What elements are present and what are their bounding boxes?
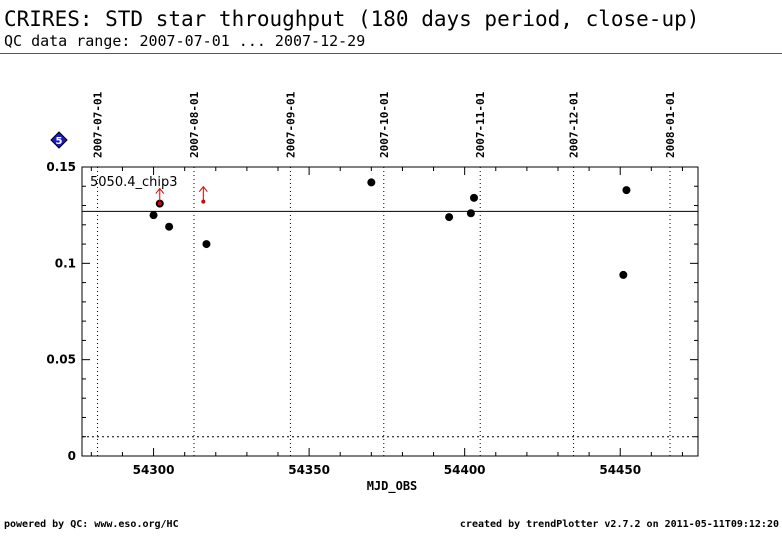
y-tick-label: 0.15 xyxy=(46,160,76,174)
date-range-subtitle: QC data range: 2007-07-01 ... 2007-12-29 xyxy=(4,32,366,50)
date-marker-label: 2007-07-01 xyxy=(92,91,105,158)
data-point xyxy=(202,240,211,249)
x-tick-label: 54350 xyxy=(288,463,330,477)
date-marker-label: 2007-12-01 xyxy=(568,91,581,158)
footer-created-by: created by trendPlotter v2.7.2 on 2011-0… xyxy=(459,519,779,530)
chart-title: CRIRES: STD star throughput (180 days pe… xyxy=(4,7,700,31)
date-marker-label: 2008-01-01 xyxy=(664,91,677,158)
x-tick-label: 54400 xyxy=(444,463,486,477)
y-tick-label: 0.05 xyxy=(46,353,76,367)
series-label: 5050.4_chip3 xyxy=(90,175,178,190)
data-point xyxy=(165,222,174,231)
x-tick-label: 54450 xyxy=(599,463,641,477)
x-tick-label: 54300 xyxy=(133,463,175,477)
axis-ticks: 54300 54350 54400 54450 0 0.05 0.1 0.15 xyxy=(46,160,698,477)
data-point xyxy=(445,213,454,222)
up-arrow-icon xyxy=(198,185,208,204)
data-point xyxy=(367,178,376,187)
y-tick-label: 0.1 xyxy=(55,256,76,270)
footer-powered-by: powered by QC: www.eso.org/HC xyxy=(4,519,179,530)
y-tick-label: 0 xyxy=(68,449,76,463)
data-point xyxy=(470,193,478,202)
plot-frame xyxy=(81,166,699,457)
data-point xyxy=(619,270,628,279)
data-point xyxy=(149,211,158,220)
out-of-range-arrows xyxy=(155,185,208,206)
arrow-head xyxy=(155,187,165,194)
arrow-head xyxy=(198,185,208,192)
date-marker-label: 2007-11-01 xyxy=(474,91,487,158)
x-axis-label: MJD_OBS xyxy=(367,479,418,494)
date-marker-label: 2007-09-01 xyxy=(284,91,297,158)
data-point xyxy=(466,209,475,218)
date-markers: 2007-07-01 2007-08-01 2007-09-01 2007-10-01… xyxy=(92,91,677,456)
header-divider xyxy=(0,53,782,54)
up-arrow-icon xyxy=(155,187,165,206)
reference-lines xyxy=(82,210,698,438)
data-point xyxy=(622,186,631,195)
badge-label: 5 xyxy=(56,136,63,147)
date-marker-label: 2007-10-01 xyxy=(378,91,391,158)
version-badge: 5 xyxy=(50,131,68,149)
data-points xyxy=(149,178,631,279)
badge-diamond-icon xyxy=(50,131,68,149)
date-marker-label: 2007-08-01 xyxy=(188,91,201,158)
